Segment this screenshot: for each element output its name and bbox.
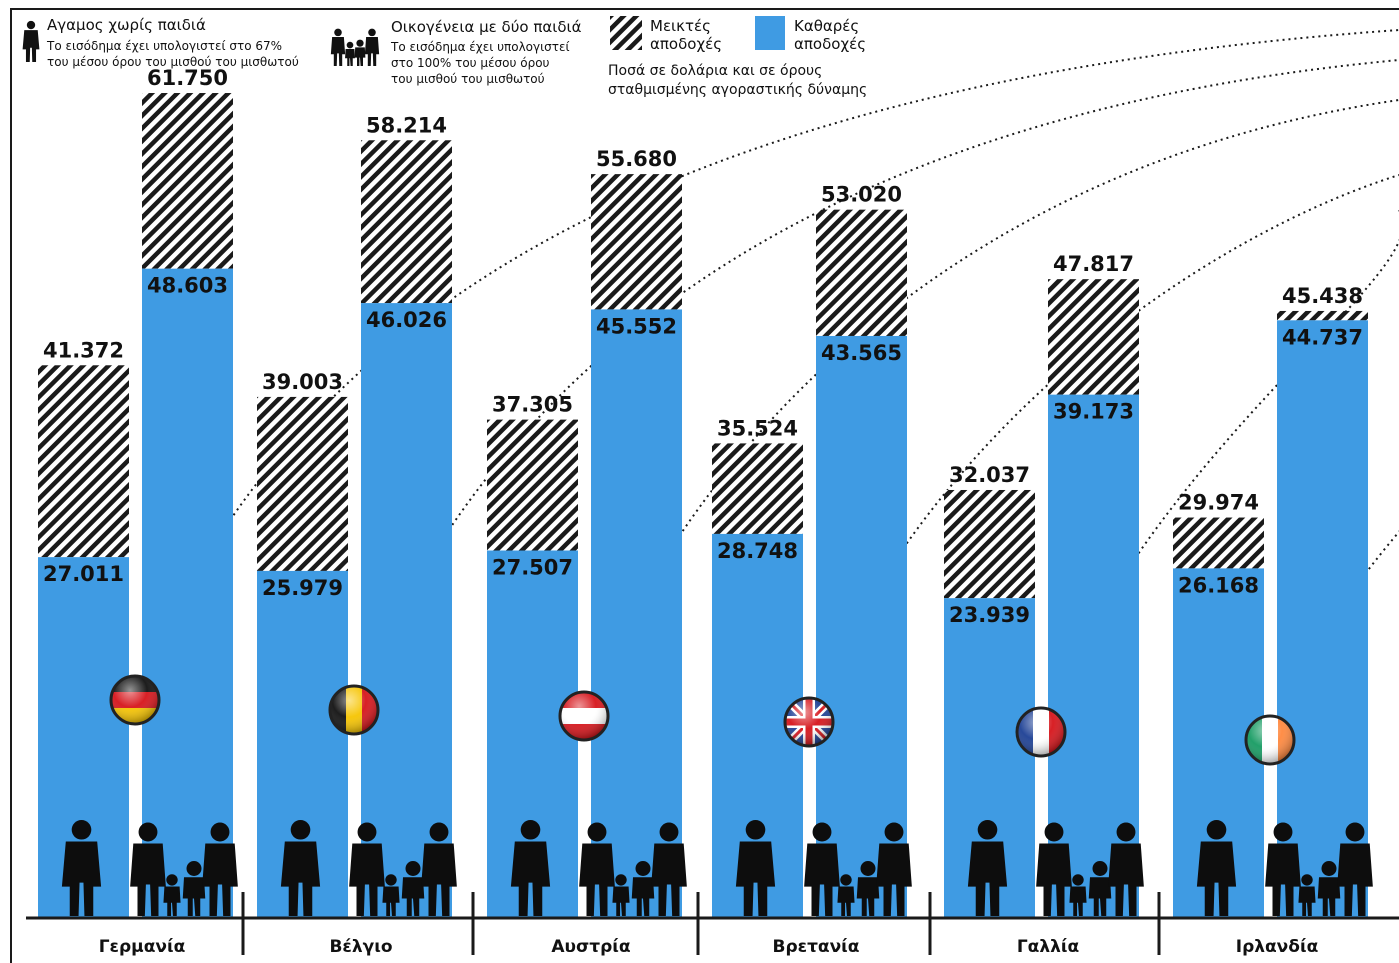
x-axis: [26, 892, 1399, 955]
legend-net-label-1: Καθαρές: [794, 17, 859, 35]
label-family-gross-1: 58.214: [366, 113, 447, 137]
bar-net-family-0: [142, 268, 233, 918]
label-single-net-4: 23.939: [949, 603, 1030, 627]
legend: Αγαμος χωρίς παιδιά Το εισόδημα έχει υπο…: [22, 16, 867, 98]
legend-family: Οικογένεια με δύο παιδιά Το εισόδημα έχε…: [330, 18, 582, 86]
legend-single: Αγαμος χωρίς παιδιά Το εισόδημα έχει υπο…: [22, 16, 299, 69]
label-single-net-5: 26.168: [1178, 573, 1259, 597]
label-family-gross-0: 61.750: [147, 66, 228, 90]
legend-net-label-2: αποδοχές: [794, 35, 866, 53]
bar-gross-single-2: [487, 419, 578, 551]
bar-gross-family-4: [1048, 279, 1139, 395]
family-icon: [330, 28, 380, 66]
label-single-gross-4: 32.037: [949, 463, 1030, 487]
bar-gross-family-5: [1277, 310, 1368, 321]
legend-units-2: σταθμισμένης αγοραστικής δύναμης: [608, 82, 867, 98]
label-single-net-1: 25.979: [262, 576, 343, 600]
label-family-net-2: 45.552: [596, 314, 677, 338]
bar-gross-single-0: [38, 365, 129, 558]
legend-family-note-3: του μισθού του μισθωτού: [391, 72, 545, 86]
value-labels: 41.372 27.011 61.750 48.603 39.003 25.979 58.2…: [43, 66, 1363, 627]
label-single-net-2: 27.507: [492, 556, 573, 580]
single-person-icon: [22, 20, 40, 63]
legend-single-note-1: Το εισόδημα έχει υπολογιστεί στο 67%: [46, 39, 282, 53]
label-single-gross-0: 41.372: [43, 338, 124, 362]
legend-gross-label-1: Μεικτές: [650, 17, 711, 35]
bar-gross-single-3: [712, 443, 803, 534]
flag-germany-icon: [109, 674, 161, 726]
legend-family-note-1: Το εισόδημα έχει υπολογιστεί: [390, 40, 570, 54]
flag-france-icon: [1015, 706, 1067, 758]
legend-gross: Μεικτές αποδοχές: [610, 16, 722, 53]
legend-gross-swatch: [610, 16, 642, 50]
bar-gross-single-5: [1173, 517, 1264, 569]
category-label-4: Γαλλία: [1017, 937, 1079, 957]
label-single-gross-3: 35.524: [717, 416, 798, 440]
bar-net-family-5: [1277, 320, 1368, 918]
label-family-net-3: 43.565: [821, 341, 902, 365]
flag-ireland-icon: [1244, 714, 1296, 766]
label-family-net-4: 39.173: [1053, 400, 1134, 424]
bar-net-family-3: [816, 335, 907, 919]
legend-single-title: Αγαμος χωρίς παιδιά: [47, 16, 206, 34]
flag-austria-icon: [558, 690, 610, 742]
bar-gross-family-1: [361, 140, 452, 304]
category-label-2: Αυστρία: [551, 937, 630, 957]
category-label-5: Ιρλανδία: [1236, 937, 1319, 957]
legend-single-note-2: του μέσου όρου του μισθού του μισθωτού: [47, 55, 299, 69]
bar-gross-family-3: [816, 209, 907, 336]
label-family-gross-2: 55.680: [596, 147, 677, 171]
label-single-gross-2: 37.305: [492, 393, 573, 417]
legend-net: Καθαρές αποδοχές: [755, 16, 866, 53]
legend-family-title: Οικογένεια με δύο παιδιά: [391, 18, 582, 36]
label-single-net-3: 28.748: [717, 539, 798, 563]
legend-units-1: Ποσά σε δολάρια και σε όρους: [608, 63, 822, 79]
flags: [109, 674, 1296, 766]
label-single-net-0: 27.011: [43, 562, 124, 586]
legend-net-swatch: [755, 16, 785, 50]
bar-gross-single-1: [257, 396, 348, 571]
label-single-gross-5: 29.974: [1178, 491, 1259, 515]
legend-family-note-2: στο 100% του μέσου όρου: [391, 56, 550, 70]
bar-gross-family-0: [142, 93, 233, 269]
label-family-net-5: 44.737: [1282, 325, 1363, 349]
category-labels: Γερμανία Βέλγιο Αυστρία Βρετανία Γαλλία Ιρλαν…: [99, 937, 1319, 957]
bar-net-family-2: [591, 309, 682, 918]
label-family-gross-3: 53.020: [821, 183, 902, 207]
label-family-net-0: 48.603: [147, 274, 228, 298]
bars: [38, 93, 1368, 919]
label-family-gross-5: 45.438: [1282, 284, 1363, 308]
category-label-3: Βρετανία: [772, 937, 859, 957]
label-family-gross-4: 47.817: [1053, 252, 1134, 276]
legend-gross-label-2: αποδοχές: [650, 35, 722, 53]
category-label-1: Βέλγιο: [329, 937, 392, 957]
bar-gross-single-4: [944, 489, 1035, 599]
bar-net-family-1: [361, 303, 452, 918]
flag-uk-icon: [783, 696, 835, 748]
bar-gross-family-2: [591, 174, 682, 310]
chart-frame: [10, 8, 1399, 963]
category-label-0: Γερμανία: [99, 937, 186, 957]
label-family-net-1: 46.026: [366, 308, 447, 332]
flag-belgium-icon: [328, 684, 380, 736]
label-single-gross-1: 39.003: [262, 370, 343, 394]
